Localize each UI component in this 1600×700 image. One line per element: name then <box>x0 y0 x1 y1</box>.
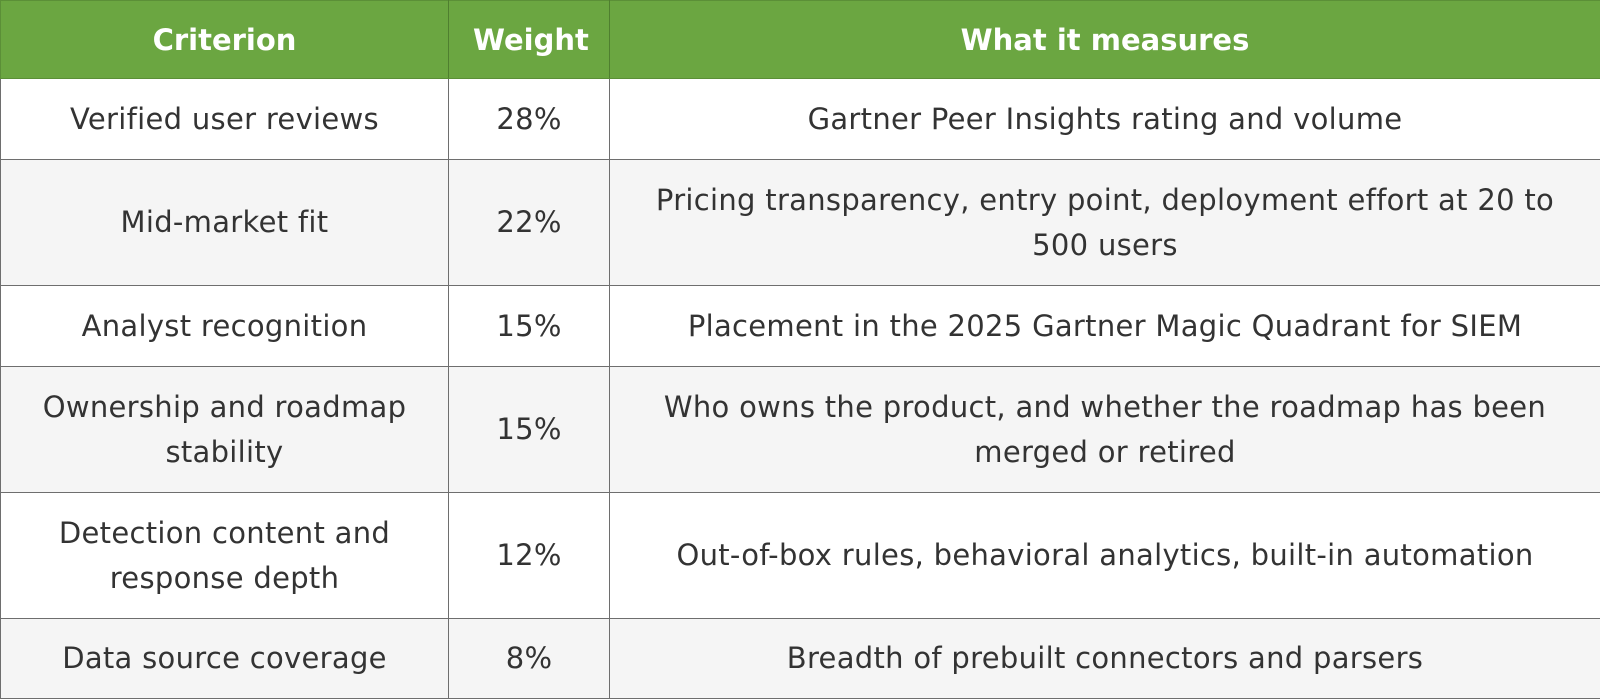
criterion-cell: Mid-market fit <box>0 159 449 286</box>
table-row: Data source coverage 8% Breadth of prebu… <box>0 618 1600 699</box>
criterion-cell: Detection content and response depth <box>0 492 449 619</box>
measures-cell: Breadth of prebuilt connectors and parse… <box>609 618 1600 699</box>
table-row: Ownership and roadmap stability 15% Who … <box>0 366 1600 493</box>
weight-cell: 12% <box>448 492 610 619</box>
criterion-cell: Ownership and roadmap stability <box>0 366 449 493</box>
criterion-cell: Verified user reviews <box>0 78 449 160</box>
header-row: Criterion Weight What it measures <box>0 0 1600 79</box>
measures-cell: Who owns the product, and whether the ro… <box>609 366 1600 493</box>
criterion-cell: Data source coverage <box>0 618 449 699</box>
weight-cell: 8% <box>448 618 610 699</box>
weight-cell: 15% <box>448 285 610 367</box>
table-row: Verified user reviews 28% Gartner Peer I… <box>0 78 1600 160</box>
column-header-weight: Weight <box>448 0 610 79</box>
weight-cell: 28% <box>448 78 610 160</box>
weight-cell: 15% <box>448 366 610 493</box>
column-header-criterion: Criterion <box>0 0 449 79</box>
measures-cell: Pricing transparency, entry point, deplo… <box>609 159 1600 286</box>
measures-cell: Out-of-box rules, behavioral analytics, … <box>609 492 1600 619</box>
table-body: Verified user reviews 28% Gartner Peer I… <box>0 78 1600 699</box>
weight-cell: 22% <box>448 159 610 286</box>
table-row: Analyst recognition 15% Placement in the… <box>0 285 1600 367</box>
table-row: Mid-market fit 22% Pricing transparency,… <box>0 159 1600 286</box>
column-header-what-it-measures: What it measures <box>609 0 1600 79</box>
measures-cell: Gartner Peer Insights rating and volume <box>609 78 1600 160</box>
measures-cell: Placement in the 2025 Gartner Magic Quad… <box>609 285 1600 367</box>
table-header: Criterion Weight What it measures <box>0 0 1600 79</box>
criterion-cell: Analyst recognition <box>0 285 449 367</box>
table-row: Detection content and response depth 12%… <box>0 492 1600 619</box>
